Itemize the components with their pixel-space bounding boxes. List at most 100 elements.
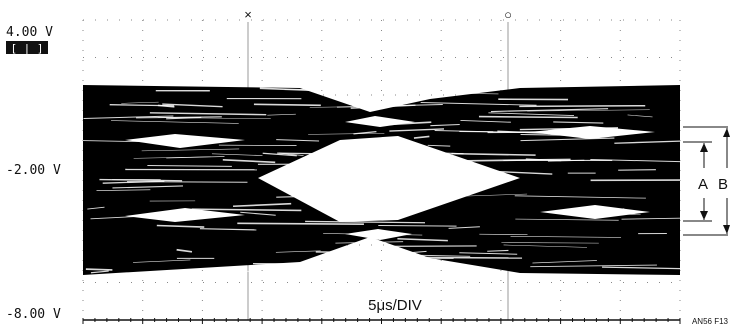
trace-streak [147,165,232,167]
trace-streak [231,269,254,273]
measurement-label-b: B [718,176,728,193]
trace-streak [85,268,113,271]
trace-streak [397,238,448,242]
measurement-arrowheads [700,128,730,234]
eye-crossover-bottom [345,229,412,240]
time-axis-ticks [82,318,681,324]
trace-streak [141,148,240,152]
trace-streak [253,262,374,266]
y-label-top: 4.00 V [6,25,53,40]
eye-opening-center [258,136,520,222]
trace-streak [602,266,680,270]
eye-gap-lower-right [540,205,650,219]
eye-gap-upper-right [530,126,655,139]
trace-streak [353,130,377,135]
eye-gap-lower-left [125,208,245,222]
trace-streak [496,170,553,175]
channel-indicator-box [6,41,48,54]
trace-streak [237,222,364,226]
y-label-middle: -2.00 V [6,163,61,178]
trace-streak [488,112,575,116]
trace-streak [451,270,486,273]
trace-streak [389,128,445,132]
eye-trace-bundle [83,85,680,275]
trace-streak [448,226,480,229]
trace-streak [99,178,183,182]
eye-gap-upper-left [125,134,245,148]
channel-indicator-label: [ | ] [10,42,43,55]
trace-streak [233,202,292,208]
trace-streak [547,159,585,162]
trace-streak [430,124,460,127]
trace-streak [527,109,650,112]
trace-streak [413,135,430,139]
trace-streak [388,256,523,259]
trace-streak [191,208,302,212]
trace-streak [276,139,320,142]
trace-streak [510,235,622,238]
trace-streak [211,153,263,156]
trace-streak [478,115,578,119]
trace-streak [487,249,509,252]
trace-streak [431,266,477,270]
trace-streak [259,87,313,92]
time-base-label: 5μs/DIV [368,297,422,314]
trace-streak [222,158,276,164]
trace-streak [315,251,391,254]
trace-streak [503,244,588,248]
trace-streak [133,259,191,263]
trace-streak [520,137,615,142]
trace-streak [90,270,109,274]
cursor-marker-o: ○ [504,7,512,22]
trace-streak [553,121,604,124]
trace-streak [157,117,271,119]
figure-id: AN56 F13 [692,317,729,326]
trace-streak [275,250,321,253]
trace-streak [532,260,597,264]
trace-streak [176,248,193,253]
trace-streak [627,114,653,118]
trace-streak [514,195,646,199]
trace-streak [460,119,511,123]
measurement-label-a: A [698,176,708,193]
trace-streak [479,233,528,236]
trace-streak [401,250,427,254]
trace-streak [83,115,174,119]
y-label-bottom: -8.00 V [6,307,61,322]
trace-streak [136,116,222,119]
trace-streak [451,152,536,156]
trace-streak [525,158,562,162]
trace-streak [378,225,457,227]
trace-streak [427,144,451,147]
trace-streak [519,105,646,108]
trace-streak [166,156,225,159]
trace-streak [111,120,239,124]
trace-streak [335,241,404,244]
trace-streak [121,101,159,104]
trace-streak [240,211,276,216]
trace-streak [149,112,267,116]
trace-streak [96,189,151,191]
trace-streak [490,108,609,113]
trace-streak [393,254,471,257]
trace-streak [383,91,499,95]
trace-streak [459,252,518,255]
trace-streak [90,216,135,220]
trace-streak [590,158,680,163]
trace-streak [305,220,426,224]
trace-streak [157,104,175,108]
trace-streak [102,180,165,184]
trace-streak [614,140,680,144]
trace-streak [262,152,297,157]
trace-streak [336,104,443,108]
trace-streak [515,218,619,221]
trace-streak [346,251,390,253]
trace-streak [501,242,599,244]
trace-streak [199,228,257,231]
trace-streak [267,113,296,116]
trace-streak [308,133,385,135]
trace-streak [162,103,223,108]
eye-crossover-top [345,116,415,127]
trace-streak [420,102,537,106]
